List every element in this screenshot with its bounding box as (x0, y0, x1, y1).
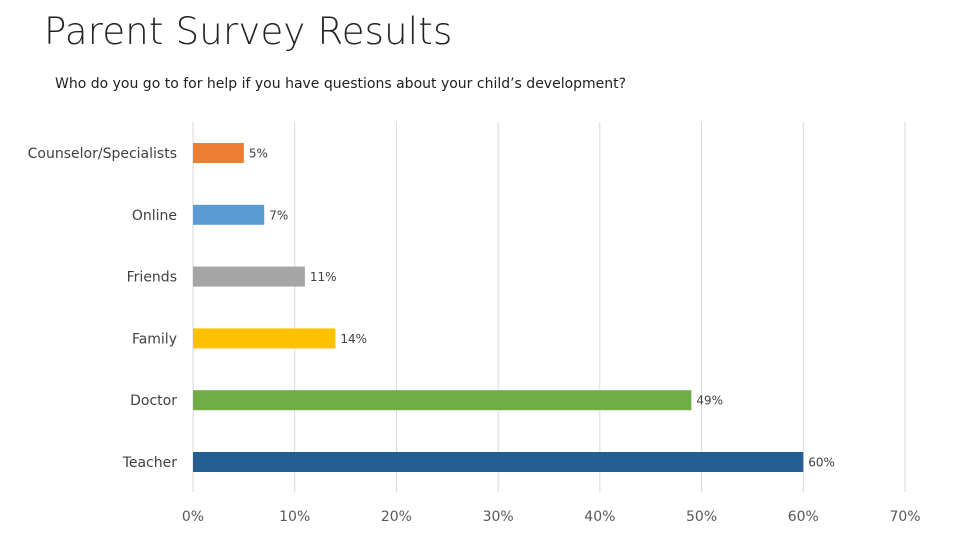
data-labels: 5% 7% 11% 14% 49% 60% (249, 147, 835, 470)
bars (193, 143, 804, 472)
data-label: 11% (310, 270, 337, 284)
data-label: 5% (249, 147, 268, 161)
data-label: 60% (808, 456, 835, 470)
category-label: Online (132, 208, 177, 224)
x-tick-label: 30% (483, 509, 514, 525)
x-tick-label: 20% (381, 509, 412, 525)
x-tick-label: 70% (889, 509, 920, 525)
x-axis-tick-labels: 0% 10% 20% 30% 40% 50% 60% 70% (182, 509, 921, 525)
page-title: Parent Survey Results (44, 10, 453, 53)
x-tick-label: 10% (279, 509, 310, 525)
gridlines (192, 122, 906, 492)
bar-counselor-specialists (193, 143, 244, 163)
category-label: Family (132, 331, 177, 347)
x-tick-label: 0% (182, 509, 204, 525)
data-label: 49% (696, 394, 723, 408)
data-label: 14% (340, 332, 367, 346)
category-label: Teacher (122, 455, 178, 471)
x-tick-label: 60% (788, 509, 819, 525)
bar-online (193, 204, 265, 225)
bar-friends (193, 266, 305, 287)
category-label: Doctor (130, 393, 177, 409)
x-tick-label: 40% (584, 509, 615, 525)
bar-doctor (193, 390, 692, 411)
bar-teacher (193, 452, 804, 472)
x-tick-label: 50% (686, 509, 717, 525)
category-label: Friends (127, 270, 177, 286)
category-label: Counselor/Specialists (28, 146, 177, 162)
bar-family (193, 328, 336, 349)
category-labels: Counselor/Specialists Online Friends Family… (28, 146, 178, 471)
chart-subtitle: Who do you go to for help if you have qu… (55, 76, 627, 92)
data-label: 7% (269, 208, 288, 222)
